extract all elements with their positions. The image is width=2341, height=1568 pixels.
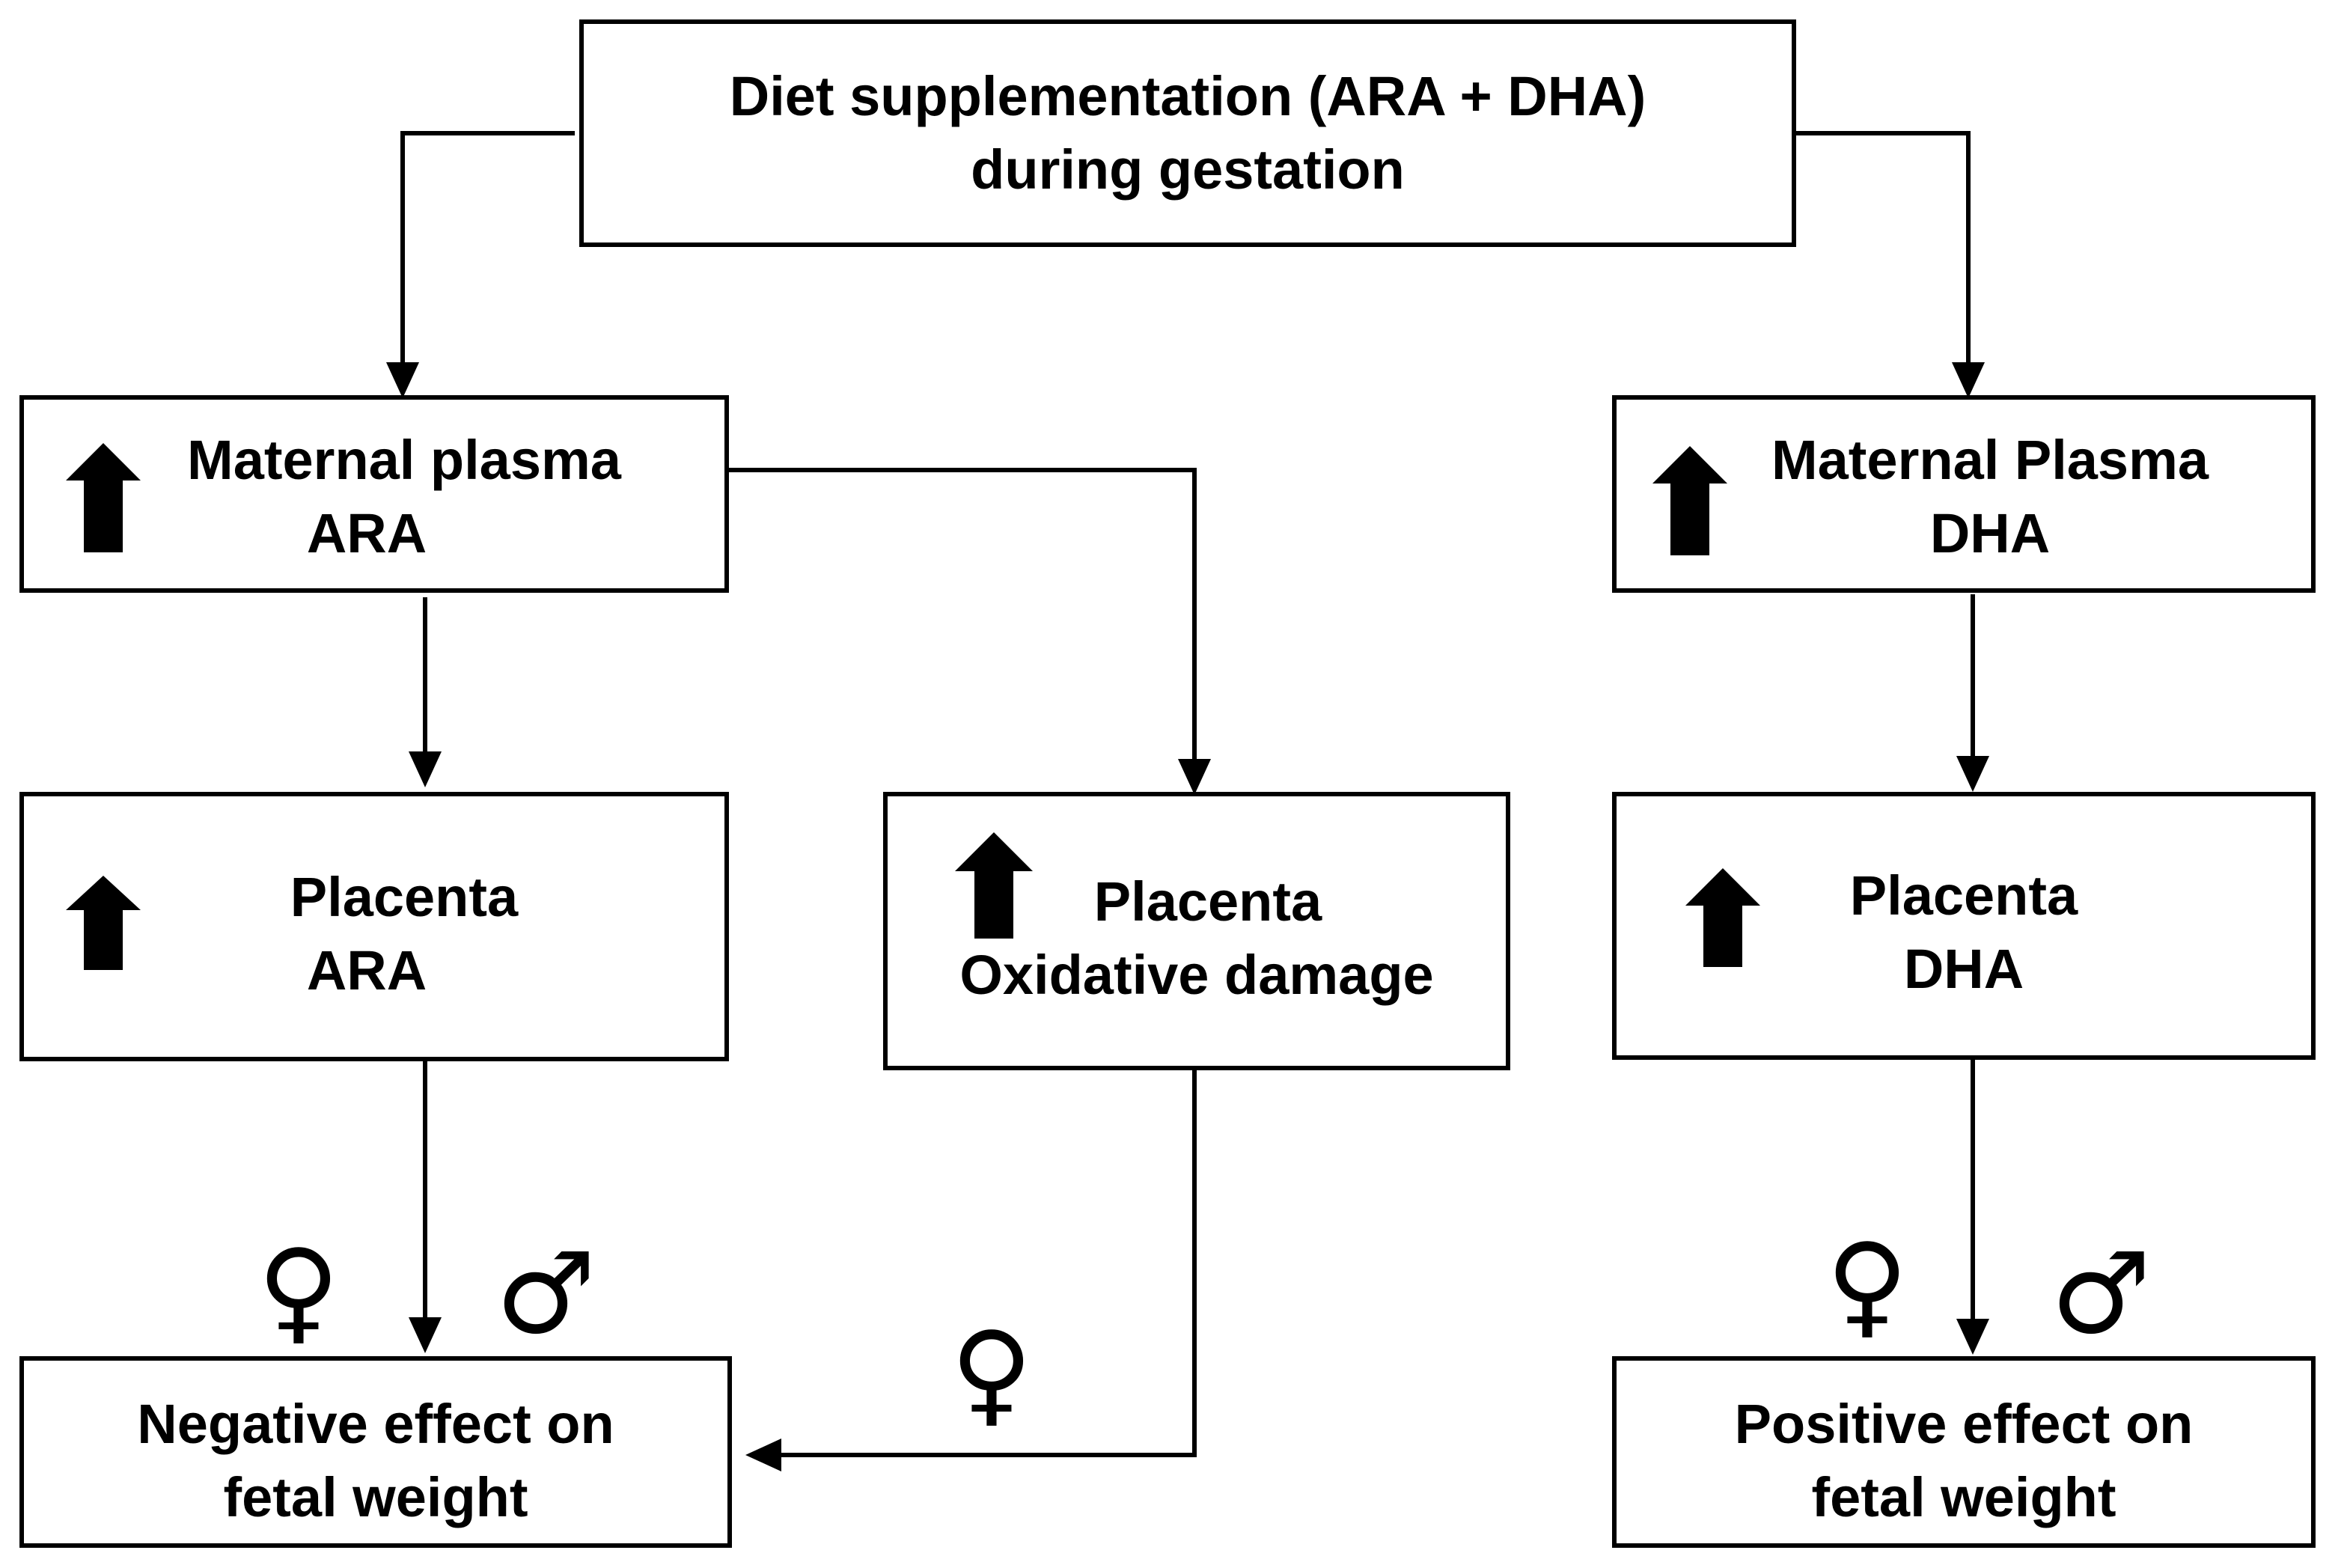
positive-effect-box: Positive effect on fetal weight bbox=[1612, 1356, 2316, 1548]
female-symbol-icon: ♀ bbox=[950, 1308, 1033, 1439]
male-symbol-icon: ♂ bbox=[495, 1229, 596, 1359]
maternal-ara-line-2: ARA bbox=[306, 502, 427, 564]
up-arrow-icon bbox=[955, 832, 1033, 939]
arrowhead-placenta-ara bbox=[409, 751, 442, 787]
arrowhead-negative-from-placenta-ara bbox=[409, 1317, 442, 1353]
up-arrow-icon bbox=[66, 443, 141, 552]
maternal-plasma-ara-box: Maternal plasma ARA bbox=[19, 395, 729, 593]
arrowhead-maternal-dha bbox=[1952, 362, 1985, 398]
male-symbol-icon: ♂ bbox=[2051, 1229, 2152, 1359]
placenta-ara-line-2: ARA bbox=[306, 939, 427, 1001]
edge-diet-to-maternal-ara bbox=[400, 131, 575, 362]
diet-supplementation-box: Diet supplementation (ARA + DHA) during … bbox=[579, 19, 1796, 247]
placenta-oxidative-damage-box: Placenta Oxidative damage bbox=[883, 792, 1510, 1070]
placenta-oxidative-line-2: Oxidative damage bbox=[959, 944, 1434, 1006]
arrowhead-maternal-ara bbox=[386, 362, 419, 398]
maternal-dha-line-2: DHA bbox=[1929, 502, 2051, 564]
maternal-plasma-dha-box: Maternal Plasma DHA bbox=[1612, 395, 2316, 593]
female-symbol-icon: ♀ bbox=[257, 1226, 340, 1356]
up-arrow-icon bbox=[66, 876, 141, 970]
female-symbol-icon: ♀ bbox=[1826, 1220, 1908, 1350]
diet-line-2: during gestation bbox=[971, 138, 1405, 201]
positive-effect-line-2: fetal weight bbox=[1811, 1466, 2116, 1528]
negative-effect-line-1: Negative effect on bbox=[137, 1393, 614, 1455]
diet-line-1: Diet supplementation (ARA + DHA) bbox=[729, 65, 1646, 127]
up-arrow-icon bbox=[1685, 868, 1760, 967]
edge-diet-to-maternal-dha bbox=[1795, 131, 1971, 362]
up-arrow-icon bbox=[1652, 446, 1727, 555]
placenta-dha-line-1: Placenta bbox=[1849, 864, 2078, 927]
arrowhead-placenta-oxidative bbox=[1178, 759, 1211, 795]
placenta-ara-box: Placenta ARA bbox=[19, 792, 729, 1061]
maternal-ara-line-1: Maternal plasma bbox=[187, 429, 621, 491]
arrowhead-placenta-dha bbox=[1956, 756, 1989, 792]
edge-maternal-ara-to-placenta-oxidative bbox=[729, 468, 1197, 759]
placenta-oxidative-line-1: Placenta bbox=[1093, 870, 1322, 933]
placenta-ara-line-1: Placenta bbox=[290, 866, 519, 928]
negative-effect-box: Negative effect on fetal weight bbox=[19, 1356, 732, 1548]
positive-effect-line-1: Positive effect on bbox=[1734, 1393, 2194, 1455]
edge-placenta-oxidative-to-negative bbox=[778, 1069, 1197, 1457]
arrowhead-negative-from-oxidative bbox=[745, 1439, 781, 1471]
arrowhead-positive bbox=[1956, 1319, 1989, 1355]
negative-effect-line-2: fetal weight bbox=[223, 1466, 528, 1528]
maternal-dha-line-1: Maternal Plasma bbox=[1771, 429, 2209, 491]
placenta-dha-box: Placenta DHA bbox=[1612, 792, 2316, 1060]
placenta-dha-line-2: DHA bbox=[1903, 938, 2024, 1000]
